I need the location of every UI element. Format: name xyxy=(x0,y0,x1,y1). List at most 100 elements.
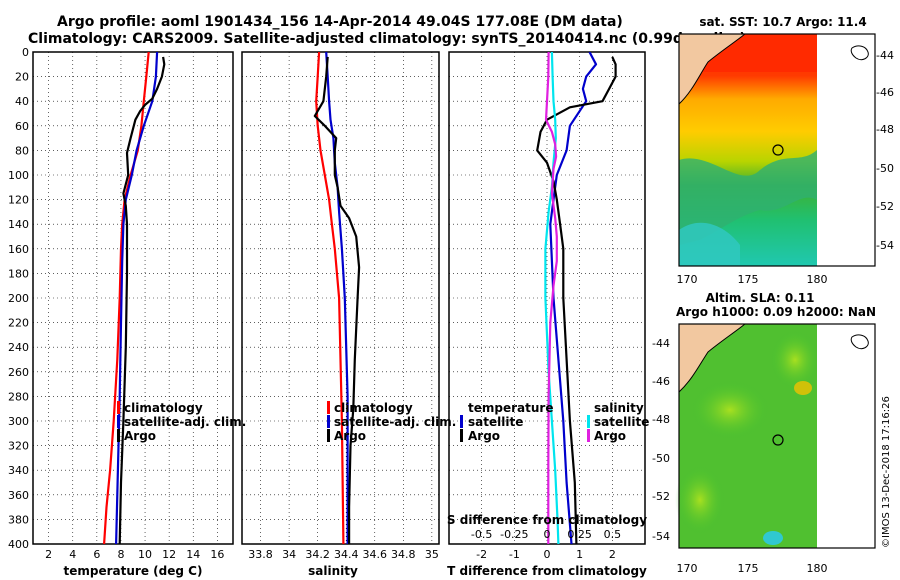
sla-no-data-region xyxy=(817,324,875,548)
x-tick-label: 2 xyxy=(45,548,52,561)
depth-tick-label: 160 xyxy=(8,243,29,256)
series-line-temperature-satellite xyxy=(549,52,598,544)
salinity-panel: 33.8 34 34.2 34.4 34.6 34.8 35 salinity climat… xyxy=(241,51,456,578)
difference-panel: -2 -1 0 1 2 -0.5 -0.25 0 0.25 0.5 S difference f… xyxy=(447,51,649,578)
legend-header-salinity: salinity xyxy=(594,401,644,415)
s-diff-tick-label: -0.5 xyxy=(471,528,492,541)
sst-x-180: 180 xyxy=(807,273,828,286)
sla-map: Altim. SLA: 0.11 Argo h1000: 0.09 h2000:… xyxy=(652,291,876,575)
x-tick-label: 1 xyxy=(576,548,583,561)
title-line-1: Argo profile: aoml 1901434_156 14-Apr-20… xyxy=(57,14,623,30)
sla-map-frame xyxy=(678,323,876,549)
sla-x-180: 180 xyxy=(807,562,828,575)
sst-map-ticks: 170 175 180 -44 -46 -48 -50 -52 -54 xyxy=(677,49,895,286)
sla-x-170: 170 xyxy=(677,562,698,575)
legend-s-argo: Argo xyxy=(594,429,626,443)
temperature-legend: climatology satellite-adj. clim. Argo xyxy=(117,401,246,443)
x-tick-label: 0 xyxy=(544,548,551,561)
legend-climatology: climatology xyxy=(334,401,413,415)
sst-cool-tongue xyxy=(679,150,817,245)
sst-y-44: -44 xyxy=(876,49,894,62)
x-tick-label: 34.4 xyxy=(334,548,359,561)
sla-peak xyxy=(794,381,812,395)
x-tick-label: 16 xyxy=(210,548,224,561)
x-tick-label: -2 xyxy=(476,548,487,561)
sla-y-46: -46 xyxy=(652,375,670,388)
sst-land-new-zealand xyxy=(678,33,747,106)
series-line-argo xyxy=(118,56,166,544)
depth-tick-label: 300 xyxy=(8,415,29,428)
sst-cold-region xyxy=(679,222,740,266)
sla-land-new-zealand xyxy=(678,323,747,394)
temperature-x-ticks: 2 4 6 8 10 12 14 16 xyxy=(45,548,224,561)
series-line-satellite-adj-clim- xyxy=(325,52,349,544)
sst-x-175: 175 xyxy=(738,273,759,286)
legend-satellite-adj: satellite-adj. clim. xyxy=(334,415,456,429)
x-tick-label: 14 xyxy=(186,548,200,561)
sst-map-title: sat. SST: 10.7 Argo: 11.4 xyxy=(699,15,866,29)
legend-t-satellite: satellite xyxy=(468,415,523,429)
depth-tick-label: 320 xyxy=(8,440,29,453)
sla-low-anomaly xyxy=(763,531,783,545)
legend-satellite-adj: satellite-adj. clim. xyxy=(124,415,246,429)
sst-map: sat. SST: 10.7 Argo: 11.4 170 175 180 -4… xyxy=(677,15,895,286)
legend-s-argo-swatch xyxy=(587,429,590,442)
series-line-salinity-argo xyxy=(544,52,558,544)
salinity-series xyxy=(313,52,361,544)
sst-no-data-region xyxy=(817,34,875,266)
imos-credit: ©IMOS 13-Dec-2018 17:16:26 xyxy=(881,396,892,548)
x-tick-label: 34.2 xyxy=(305,548,330,561)
temperature-panel: 2 4 6 8 10 12 14 16 temperature (deg C) climato… xyxy=(32,51,246,578)
s-diff-tick-label: 0.25 xyxy=(567,528,592,541)
x-tick-label: 34 xyxy=(282,548,296,561)
depth-tick-label: 400 xyxy=(8,538,29,551)
x-tick-label: 4 xyxy=(69,548,76,561)
sla-map-ticks: 170 175 180 -44 -46 -48 -50 -52 -54 xyxy=(652,337,827,575)
chatham-island-icon xyxy=(850,45,869,61)
depth-tick-label: 220 xyxy=(8,317,29,330)
legend-t-argo: Argo xyxy=(468,429,500,443)
depth-tick-label: 260 xyxy=(8,366,29,379)
legend-s-satellite: satellite xyxy=(594,415,649,429)
legend-climatology: climatology xyxy=(124,401,203,415)
legend-argo-swatch xyxy=(117,429,120,442)
t-difference-label: T difference from climatology xyxy=(447,564,647,578)
series-line-temperature-argo xyxy=(536,56,617,544)
depth-tick-label: 200 xyxy=(8,292,29,305)
sst-y-50: -50 xyxy=(876,162,894,175)
sla-high-anomaly xyxy=(690,380,770,440)
sla-map-title-2: Argo h1000: 0.09 h2000: NaN xyxy=(676,305,876,319)
x-tick-label: 8 xyxy=(117,548,124,561)
sst-y-46: -46 xyxy=(876,86,894,99)
difference-series xyxy=(536,52,617,544)
sla-y-44: -44 xyxy=(652,337,670,350)
sla-y-50: -50 xyxy=(652,452,670,465)
s-diff-tick-label: -0.25 xyxy=(500,528,528,541)
sla-high-anomaly-3 xyxy=(675,465,725,535)
legend-satellite-swatch xyxy=(327,415,330,428)
depth-tick-label: 180 xyxy=(8,267,29,280)
sla-y-54: -54 xyxy=(652,530,670,543)
x-tick-label: 2 xyxy=(609,548,616,561)
depth-tick-label: 0 xyxy=(22,46,29,59)
sla-y-48: -48 xyxy=(652,413,670,426)
legend-climatology-swatch xyxy=(117,401,120,414)
sst-y-48: -48 xyxy=(876,123,894,136)
legend-t-satellite-swatch xyxy=(460,415,463,428)
x-tick-label: 34.6 xyxy=(363,548,388,561)
depth-tick-label: 120 xyxy=(8,194,29,207)
depth-tick-label: 100 xyxy=(8,169,29,182)
legend-t-argo-swatch xyxy=(460,429,463,442)
x-tick-label: 6 xyxy=(93,548,100,561)
x-tick-label: 12 xyxy=(162,548,176,561)
series-line-climatology xyxy=(315,52,345,544)
temperature-x-label: temperature (deg C) xyxy=(64,564,203,578)
x-tick-label: 33.8 xyxy=(248,548,273,561)
depth-tick-label: 40 xyxy=(15,95,29,108)
chatham-island-icon xyxy=(850,334,869,350)
sla-map-title-1: Altim. SLA: 0.11 xyxy=(706,291,815,305)
x-tick-label: 10 xyxy=(138,548,152,561)
series-line-argo xyxy=(313,56,361,544)
s-difference-label: S difference from climatology xyxy=(447,513,647,527)
